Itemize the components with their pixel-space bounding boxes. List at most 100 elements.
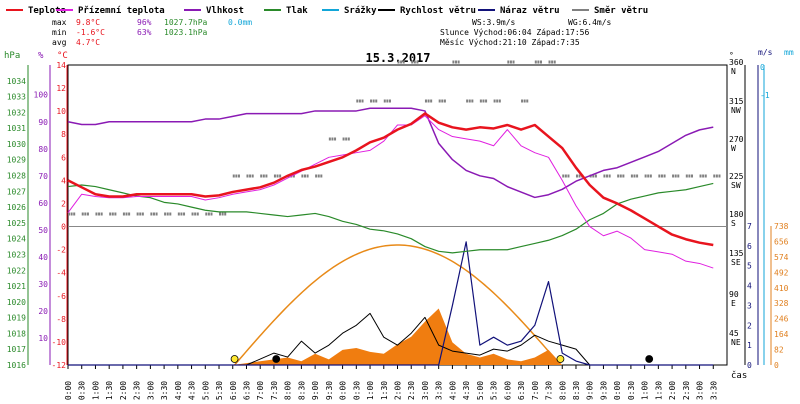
wind-direction-mark [292, 174, 295, 178]
wind-direction-mark [413, 60, 416, 64]
tick-label-ms: 5 [747, 262, 752, 271]
axis-label-temp: °C [57, 51, 68, 61]
wind-direction-mark [718, 174, 721, 178]
tick-label-dir-name: S [731, 219, 736, 228]
wind-direction-mark [704, 174, 707, 178]
wind-direction-mark [578, 174, 581, 178]
wind-direction-mark [507, 60, 510, 64]
wind-direction-mark [562, 174, 565, 178]
tick-label-solar: 410 [774, 284, 789, 293]
x-tick-label: 08:00 [284, 381, 293, 400]
wind-direction-mark [358, 99, 361, 103]
legend-label: Náraz větru [500, 5, 560, 16]
wind-direction-mark [207, 212, 210, 216]
series-teplota [67, 112, 714, 247]
tick-label-temp: 12 [56, 84, 66, 93]
tick-label-hpa: 1026 [7, 203, 26, 212]
tick-label-hpa: 1031 [7, 124, 26, 133]
tick-label-hpa: 1030 [7, 140, 26, 149]
wind-direction-mark [606, 174, 609, 178]
wind-direction-mark [479, 99, 482, 103]
tick-label-temp: -2 [56, 246, 66, 255]
tick-label-dir-name: SE [731, 258, 741, 267]
tick-label-hpa: 1021 [7, 282, 26, 291]
tick-label-pct: 80 [38, 145, 48, 154]
x-tick-label: 21:00 [641, 381, 650, 400]
marker-moonrise [645, 355, 654, 363]
wind-direction-mark [81, 212, 84, 216]
tick-label-solar: 738 [774, 222, 789, 231]
stat-max-rain: 0.0mm [228, 18, 252, 27]
wind-direction-mark [383, 99, 386, 103]
wind-direction-mark [136, 212, 139, 216]
x-tick-label: 07:30 [270, 381, 279, 400]
tick-label-dir: 180 [729, 210, 744, 219]
wind-direction-mark [328, 137, 331, 141]
wind-direction-mark [496, 99, 499, 103]
tick-label-ms: 7 [747, 222, 752, 231]
x-tick-label: 06:30 [242, 381, 251, 400]
wind-direction-mark [68, 212, 70, 216]
wind-direction-mark [205, 212, 208, 216]
wind-direction-mark [262, 174, 265, 178]
axis-label-pct: % [38, 51, 44, 61]
wind-direction-mark [375, 99, 378, 103]
wind-direction-mark [663, 174, 666, 178]
tick-label-pct: 100 [34, 91, 49, 100]
series-tlak [67, 182, 714, 254]
wind-direction-mark [397, 60, 400, 64]
wind-direction-mark [95, 212, 98, 216]
wind-direction-mark [424, 99, 427, 103]
legend-label: Přízemní teplota [78, 6, 165, 16]
tick-label-solar: 0 [774, 361, 779, 370]
tick-label-temp: -8 [56, 315, 66, 324]
wind-direction-mark [177, 212, 180, 216]
tick-label-dir-name: SW [731, 181, 741, 190]
solar-area [68, 308, 714, 365]
tick-label-temp: -4 [56, 269, 66, 278]
wind-direction-mark [345, 137, 348, 141]
wind-direction-mark [152, 212, 155, 216]
tick-label-temp: -12 [52, 361, 67, 370]
wind-direction-mark [660, 174, 663, 178]
tick-label-solar: 164 [774, 330, 789, 339]
tick-label-pct: 40 [38, 253, 48, 262]
wind-direction-mark [221, 212, 224, 216]
wind-direction-mark [191, 212, 194, 216]
tick-label-dir: 270 [729, 135, 744, 144]
wind-direction-mark [141, 212, 144, 216]
sun-curve [234, 244, 560, 366]
wind-direction-mark [416, 60, 419, 64]
wind-direction-mark [466, 99, 469, 103]
x-tick-label: 08:30 [297, 381, 306, 400]
wind-direction-mark [526, 99, 529, 103]
wind-direction-mark [224, 212, 227, 216]
wind-direction-mark [372, 99, 375, 103]
tick-label-ms: 2 [747, 321, 752, 330]
wind-direction-mark [98, 212, 101, 216]
wind-direction-mark [183, 212, 186, 216]
x-tick-label: 16:00 [503, 381, 512, 400]
x-tick-label: 00:00 [64, 381, 73, 400]
wind-direction-mark [441, 99, 444, 103]
wind-direction-mark [498, 99, 501, 103]
x-tick-label: 05:30 [215, 381, 224, 400]
wind-direction-mark [210, 212, 213, 216]
stat-wg: WG:6.4m/s [568, 18, 612, 27]
wind-direction-mark [537, 60, 540, 64]
x-tick-label: 17:30 [545, 381, 554, 400]
x-tick-label: 12:00 [394, 381, 403, 400]
wind-direction-mark [84, 212, 87, 216]
x-tick-label: 13:00 [421, 381, 430, 400]
tick-label-ms: 4 [747, 282, 752, 291]
x-tick-label: 23:00 [696, 381, 705, 400]
wind-direction-mark [386, 99, 389, 103]
x-tick-label: 23:30 [709, 381, 718, 400]
x-tick-label: 22:00 [668, 381, 677, 400]
legend-label: Tlak [286, 6, 308, 16]
x-tick-label: 17:00 [531, 381, 540, 400]
wind-direction-mark [619, 174, 622, 178]
wind-direction-mark [608, 174, 611, 178]
wind-direction-mark [166, 212, 169, 216]
wind-direction-mark [471, 99, 474, 103]
